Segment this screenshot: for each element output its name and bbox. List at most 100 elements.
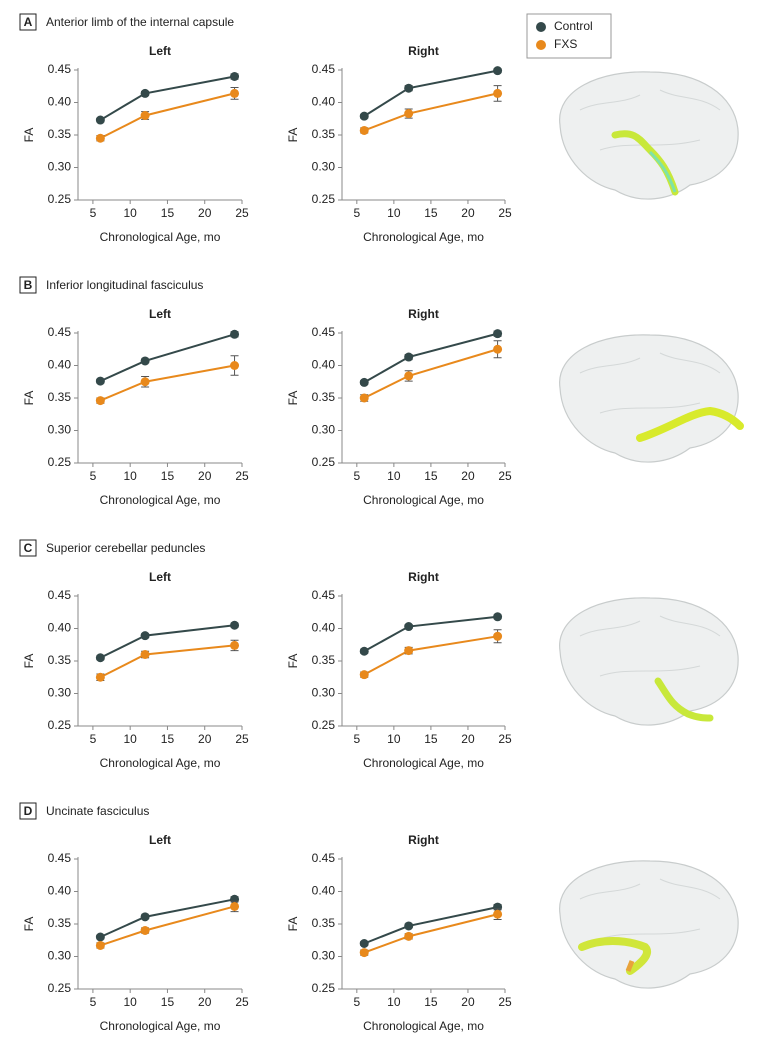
y-tick-label: 0.40 [48,358,72,372]
data-point [359,670,369,680]
x-axis-label: Chronological Age, mo [363,756,484,770]
chart-title: Right [408,570,439,584]
y-tick-label: 0.35 [312,916,336,930]
x-tick-label: 15 [161,206,175,220]
y-tick-label: 0.35 [48,916,72,930]
panel-letter: A [24,15,33,29]
y-tick-label: 0.45 [312,62,336,76]
x-tick-label: 15 [424,206,438,220]
series-line [363,913,498,954]
data-point [140,926,150,935]
y-tick-label: 0.30 [312,423,336,437]
data-point [404,931,414,941]
x-axis-label: Chronological Age, mo [363,493,484,507]
data-point [359,125,369,135]
data-point [95,653,105,663]
y-tick-label: 0.25 [48,718,72,732]
data-point [404,83,414,93]
x-tick-label: 10 [124,995,138,1009]
y-axis-label: FA [22,654,36,669]
data-point [95,115,105,125]
panel-letter-box [19,539,37,557]
panel-letter: D [24,804,33,818]
data-point [493,344,503,354]
panel-letter: C [24,541,33,555]
x-axis-label: Chronological Age, mo [100,1019,221,1033]
series-line [99,333,235,383]
data-point [493,88,503,98]
x-tick-label: 15 [424,732,438,746]
series-line [363,348,498,399]
data-point [404,371,414,381]
y-axis-label: FA [22,391,36,406]
x-tick-label: 20 [461,732,475,746]
x-tick-label: 10 [387,206,401,220]
x-tick-label: 20 [461,995,475,1009]
x-tick-label: 5 [90,469,97,483]
x-tick-label: 25 [498,206,512,220]
series-line [99,364,235,402]
chart-title: Left [149,570,171,584]
y-axis-label: FA [286,654,300,669]
data-point [359,948,369,958]
data-point [493,66,503,76]
y-tick-label: 0.40 [312,884,336,898]
y-tick-label: 0.40 [48,621,72,635]
panel-title: Superior cerebellar peduncles [46,541,205,555]
y-tick-label: 0.30 [312,686,336,700]
series-line [99,898,235,938]
y-axis-label: FA [286,391,300,406]
data-point [404,921,414,931]
data-point [140,650,150,659]
x-axis-label: Chronological Age, mo [100,230,221,244]
series-line [99,92,235,140]
x-tick-label: 25 [498,732,512,746]
data-point [359,646,369,656]
chart-title: Right [408,307,439,321]
y-tick-label: 0.25 [312,455,336,469]
data-point [95,376,105,386]
x-tick-label: 5 [353,206,360,220]
data-point [140,111,150,120]
x-tick-label: 5 [90,732,97,746]
y-tick-label: 0.35 [48,390,72,404]
x-tick-label: 5 [90,995,97,1009]
x-tick-label: 10 [387,469,401,483]
data-point [140,88,150,98]
data-point [95,396,105,406]
x-tick-label: 10 [124,732,138,746]
y-tick-label: 0.25 [312,192,336,206]
legend-swatch [536,40,546,50]
y-axis-label: FA [22,917,36,932]
legend: Control FXS [526,13,612,59]
x-tick-label: 20 [461,469,475,483]
y-tick-label: 0.25 [312,718,336,732]
data-point [230,361,240,370]
x-tick-label: 5 [90,206,97,220]
data-point [493,612,503,622]
y-tick-label: 0.30 [48,160,72,174]
legend-label: FXS [554,37,577,51]
y-tick-label: 0.45 [48,588,72,602]
data-point [95,932,105,942]
x-tick-label: 20 [198,206,212,220]
y-tick-label: 0.25 [48,192,72,206]
data-point [404,646,414,656]
chart-title: Left [149,833,171,847]
x-tick-label: 25 [235,995,249,1009]
x-tick-label: 25 [235,469,249,483]
x-tick-label: 15 [161,732,175,746]
brain-image [559,597,739,726]
x-tick-label: 25 [235,732,249,746]
x-tick-label: 15 [424,469,438,483]
chart-title: Right [408,833,439,847]
panel-letter-box [19,13,37,31]
x-tick-label: 25 [235,206,249,220]
panel-letter: B [24,278,33,292]
series-line [99,644,235,679]
chart-title: Left [149,44,171,58]
data-point [359,111,369,121]
legend-swatch [536,22,546,32]
y-tick-label: 0.45 [48,325,72,339]
